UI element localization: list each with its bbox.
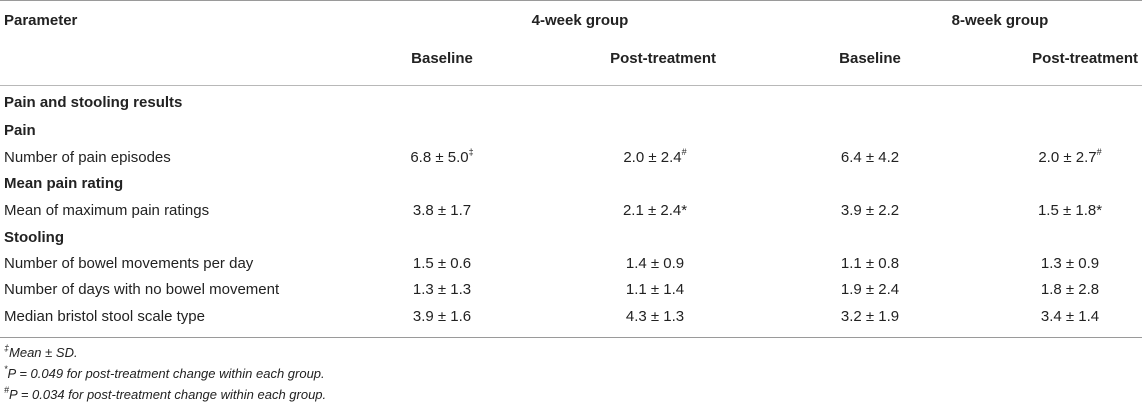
footnote: #P = 0.034 for post-treatment change wit… [4, 384, 327, 402]
section-title: Pain and stooling results [4, 94, 183, 111]
cell-baseline-8wk: 6.4 ± 4.2 [840, 149, 900, 166]
stooling-heading: Stooling [4, 229, 64, 246]
top-rule [0, 0, 1142, 1]
cell-post-4wk: 2.1 ± 2.4* [622, 202, 688, 219]
cell-baseline-8wk: 3.9 ± 2.2 [840, 202, 900, 219]
cell-post-8wk: 1.3 ± 0.9 [1040, 255, 1100, 272]
cell-post-8wk: 3.4 ± 1.4 [1040, 308, 1100, 325]
cell-baseline-8wk: 3.2 ± 1.9 [840, 308, 900, 325]
cell-baseline-4wk: 1.5 ± 0.6 [412, 255, 472, 272]
footnote: ‡Mean ± SD. [4, 342, 78, 360]
col-header-parameter: Parameter [4, 12, 78, 29]
cell-baseline-4wk: 3.8 ± 1.7 [412, 202, 472, 219]
pain-heading: Pain [4, 122, 36, 139]
cell-post-4wk: 1.4 ± 0.9 [625, 255, 685, 272]
row-label: Number of bowel movements per day [4, 255, 254, 272]
cell-baseline-4wk: 6.8 ± 5.0‡ [410, 147, 474, 167]
cell-post-8wk: 1.8 ± 2.8 [1040, 281, 1100, 298]
mean-pain-heading: Mean pain rating [4, 175, 124, 192]
cell-post-4wk: 4.3 ± 1.3 [625, 308, 685, 325]
cell-baseline-4wk: 1.3 ± 1.3 [412, 281, 472, 298]
col-header-baseline-8wk: Baseline [839, 50, 901, 67]
row-label: Number of pain episodes [4, 149, 171, 166]
footnote: *P = 0.049 for post-treatment change wit… [4, 363, 325, 381]
cell-post-8wk: 2.0 ± 2.7# [1038, 147, 1102, 167]
col-header-4-week-group: 4-week group [531, 12, 629, 29]
bottom-rule [0, 337, 1142, 338]
col-header-8-week-group: 8-week group [951, 12, 1049, 29]
cell-baseline-4wk: 3.9 ± 1.6 [412, 308, 472, 325]
row-label: Mean of maximum pain ratings [4, 202, 210, 219]
col-header-post-8wk: Post-treatment [1032, 50, 1138, 67]
cell-baseline-8wk: 1.1 ± 0.8 [840, 255, 900, 272]
cell-post-4wk: 1.1 ± 1.4 [625, 281, 685, 298]
row-label: Number of days with no bowel movement [4, 281, 280, 298]
row-label: Median bristol stool scale type [4, 308, 205, 325]
cell-post-8wk: 1.5 ± 1.8* [1037, 202, 1103, 219]
header-rule [0, 85, 1142, 86]
cell-baseline-8wk: 1.9 ± 2.4 [840, 281, 900, 298]
col-header-baseline-4wk: Baseline [411, 50, 473, 67]
cell-post-4wk: 2.0 ± 2.4# [623, 147, 687, 167]
col-header-post-4wk: Post-treatment [610, 50, 716, 67]
